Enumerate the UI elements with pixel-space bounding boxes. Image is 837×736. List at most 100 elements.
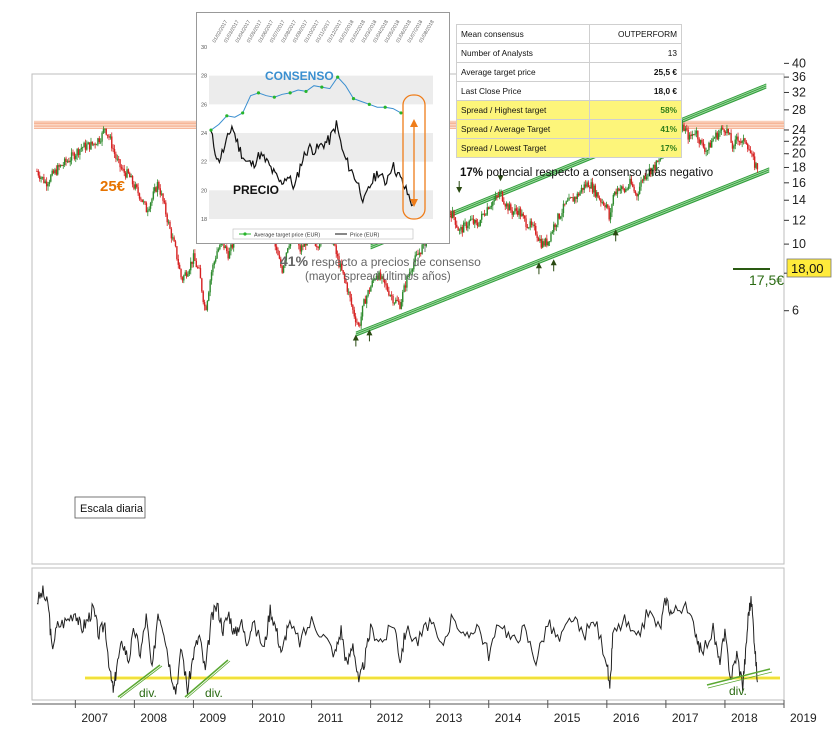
candle-body <box>300 245 303 252</box>
candle-body <box>493 199 495 202</box>
candle-body <box>481 213 483 220</box>
candle-body <box>44 181 46 183</box>
candle-body <box>224 246 227 249</box>
div-label-1: div. <box>139 686 157 700</box>
candle-body <box>79 149 81 155</box>
candle-body <box>52 170 55 174</box>
x-tick-label: 2014 <box>495 711 522 725</box>
candle-body <box>353 309 355 317</box>
candle-body <box>562 203 565 213</box>
candle-body <box>458 229 461 231</box>
candle-body <box>318 244 321 248</box>
candle-body <box>727 128 730 134</box>
candle-body <box>145 203 148 213</box>
candle-body <box>108 135 110 138</box>
candle-body <box>499 192 501 197</box>
candle-body <box>181 277 184 281</box>
candle-body <box>451 210 454 219</box>
candle-body <box>62 165 64 166</box>
candle-body <box>50 175 52 182</box>
consensus-point <box>304 89 308 94</box>
div-label-3: div. <box>729 684 747 698</box>
candle-body <box>84 142 87 150</box>
candle-body <box>155 187 157 192</box>
x-tick-label: 2017 <box>672 711 699 725</box>
candle-body <box>159 188 161 195</box>
candle-body <box>658 159 660 162</box>
candle-body <box>119 159 121 168</box>
candle-body <box>334 243 336 246</box>
candle-body <box>723 129 725 133</box>
candle-body <box>529 221 531 228</box>
candle-body <box>124 172 127 178</box>
candle-body <box>517 210 519 215</box>
candle-body <box>717 133 720 140</box>
candle-body <box>123 168 125 173</box>
candle-body <box>302 245 304 247</box>
table-row: Number of Analysts 13 <box>456 43 683 63</box>
up-arrow-icon <box>550 259 557 272</box>
candle-body <box>648 168 651 175</box>
candle-body <box>88 142 91 150</box>
candle-body <box>156 182 159 192</box>
candle-body <box>590 182 592 189</box>
candle-body <box>729 133 731 135</box>
candle-body <box>212 264 214 273</box>
candle-body <box>465 222 468 229</box>
candle-body <box>528 227 530 229</box>
candle-body <box>636 193 638 197</box>
candle-body <box>622 186 624 189</box>
candle-body <box>389 295 391 297</box>
candle-body <box>72 152 74 154</box>
candle-body <box>170 228 173 239</box>
x-tick-label: 2018 <box>731 711 758 725</box>
candle-body <box>142 201 145 203</box>
candle-body <box>58 165 60 167</box>
candle-body <box>512 211 515 215</box>
candle-body <box>745 142 748 144</box>
candle-body <box>695 130 698 134</box>
candle-body <box>176 246 178 260</box>
candle-body <box>219 244 221 250</box>
candle-body <box>749 150 752 154</box>
candle-body <box>359 324 361 326</box>
candle-body <box>280 258 282 267</box>
candle-body <box>586 182 588 187</box>
table-row: Spread / Highest target 58% <box>456 100 683 120</box>
candle-body <box>97 138 99 145</box>
candle-body <box>299 245 301 252</box>
candle-body <box>511 210 513 215</box>
candle-body <box>381 276 383 280</box>
table-row: Mean consensus OUTPERFORM <box>456 24 683 44</box>
candle-body <box>573 197 576 202</box>
candle-body <box>633 186 635 192</box>
candle-body <box>356 322 358 323</box>
candle-body <box>474 219 476 224</box>
candle-body <box>496 195 498 197</box>
candle-body <box>515 208 518 211</box>
y-tick-label: 28 <box>792 103 806 117</box>
candle-body <box>172 237 174 239</box>
candle-body <box>335 245 337 255</box>
x-tick-label: 2008 <box>140 711 167 725</box>
candle-body <box>510 204 512 211</box>
up-arrow-icon <box>612 229 619 242</box>
candle-body <box>572 197 574 202</box>
candle-body <box>731 142 734 149</box>
inset-legend: Average target price (EUR) Price (EUR) <box>232 228 414 240</box>
candle-body <box>568 197 570 201</box>
candle-body <box>632 183 634 187</box>
candle-body <box>587 182 590 188</box>
candle-body <box>629 178 631 187</box>
candle-body <box>216 251 218 259</box>
candle-body <box>612 194 615 205</box>
candle-body <box>61 165 63 166</box>
candle-body <box>379 272 382 280</box>
candle-body <box>569 197 572 199</box>
candle-body <box>288 246 290 249</box>
candle-body <box>48 181 51 184</box>
candle-body <box>385 283 387 286</box>
spread-note-line1: 41% respecto a precios de consenso <box>280 253 481 269</box>
candle-body <box>539 238 541 241</box>
candle-body <box>122 168 124 170</box>
